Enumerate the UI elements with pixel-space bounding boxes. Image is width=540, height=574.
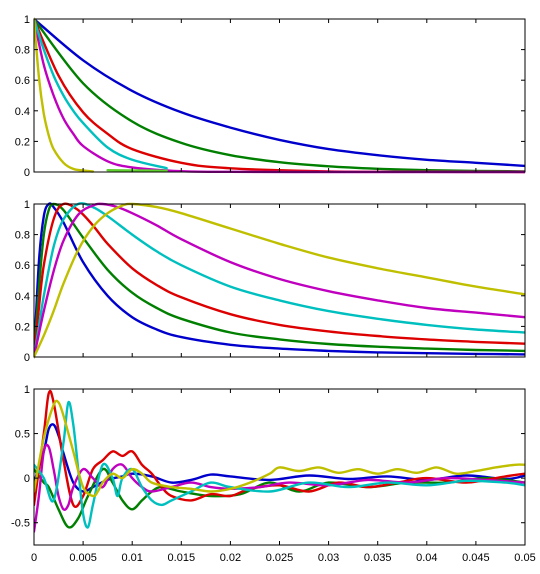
x-tick-label: 0.02 xyxy=(220,552,241,564)
y-tick-label: 1 xyxy=(24,199,30,211)
series-line-3 xyxy=(34,17,525,174)
x-tick-label: 0.005 xyxy=(69,552,97,564)
chart-panel-3: -0.5 0 0.5 1 0 0.005 0.01 0.015 0.02 0.025 0.03 0.0… xyxy=(11,384,536,564)
x-tick-label: 0.045 xyxy=(462,552,490,564)
y-tick-label: 0.4 xyxy=(15,291,30,303)
y-tick-label: 0.6 xyxy=(15,260,30,272)
y-tick-label: 0.2 xyxy=(15,321,30,333)
series-line-6 xyxy=(34,202,525,359)
y-tick-label: 0.8 xyxy=(15,230,30,242)
axes-box xyxy=(33,203,526,358)
series-line-7 xyxy=(106,169,168,172)
x-tick-label: 0.03 xyxy=(318,552,339,564)
series-line-3 xyxy=(34,202,525,359)
y-tick-label: 1 xyxy=(24,14,30,26)
y-tick-label: 1 xyxy=(24,384,30,396)
x-tick-label: 0 xyxy=(31,552,37,564)
y-tick-label: 0.8 xyxy=(15,45,30,57)
series-line-4 xyxy=(34,17,525,174)
series-line-4 xyxy=(34,443,525,533)
series-line-2 xyxy=(34,17,525,173)
series-line-2 xyxy=(34,202,525,359)
chart-panel-1: 0 0.2 0.4 0.6 0.8 1 xyxy=(15,14,526,179)
series-line-5 xyxy=(34,400,525,529)
x-tick-label: 0.015 xyxy=(168,552,196,564)
series-line-1 xyxy=(34,202,525,359)
y-tick-label: 0.4 xyxy=(15,106,30,118)
y-tick-label: 0 xyxy=(24,167,30,179)
series-line-1 xyxy=(34,17,525,168)
series-line-5 xyxy=(34,17,168,170)
series-line-6 xyxy=(34,17,95,173)
y-tick-label: 0.2 xyxy=(15,136,30,148)
x-tick-label: 0.04 xyxy=(416,552,437,564)
x-tick-label: 0.05 xyxy=(514,552,535,564)
x-tick-label: 0.01 xyxy=(121,552,142,564)
y-tick-label: 0 xyxy=(24,473,30,485)
axes-box xyxy=(33,18,526,173)
y-tick-label: -0.5 xyxy=(11,518,30,530)
series-line-3 xyxy=(34,389,525,509)
series-line-4 xyxy=(34,202,525,359)
y-tick-label: 0 xyxy=(24,352,30,364)
y-tick-label: 0.6 xyxy=(15,75,30,87)
series-line-6 xyxy=(34,399,525,498)
x-tick-label: 0.035 xyxy=(364,552,392,564)
series-line-5 xyxy=(34,202,525,359)
x-tick-label: 0.025 xyxy=(266,552,294,564)
chart-panel-2: 0 0.2 0.4 0.6 0.8 1 xyxy=(15,199,526,364)
y-tick-label: 0.5 xyxy=(15,429,30,441)
